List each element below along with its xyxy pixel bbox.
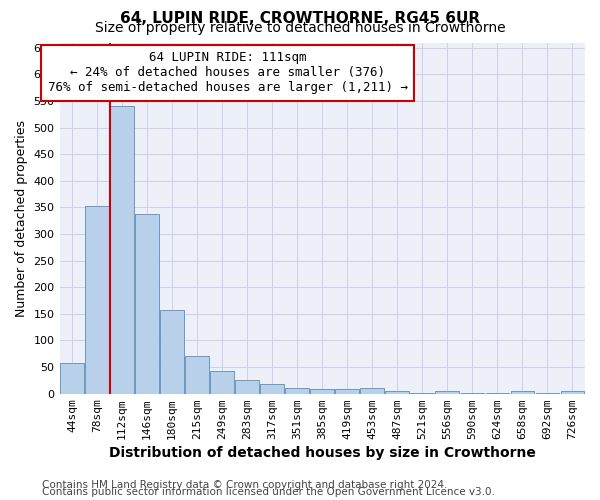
Bar: [210, 372, 234, 394]
Bar: [335, 390, 359, 394]
Bar: [560, 391, 584, 394]
Bar: [160, 310, 184, 394]
Text: Contains public sector information licensed under the Open Government Licence v3: Contains public sector information licen…: [42, 487, 495, 497]
Bar: [385, 391, 409, 394]
Bar: [461, 393, 484, 394]
Bar: [135, 214, 159, 394]
Text: Contains HM Land Registry data © Crown copyright and database right 2024.: Contains HM Land Registry data © Crown c…: [42, 480, 448, 490]
Bar: [511, 391, 535, 394]
Y-axis label: Number of detached properties: Number of detached properties: [15, 120, 28, 316]
Bar: [361, 388, 384, 394]
Text: Size of property relative to detached houses in Crowthorne: Size of property relative to detached ho…: [95, 21, 505, 35]
Bar: [286, 388, 309, 394]
Bar: [485, 393, 509, 394]
Bar: [110, 106, 134, 394]
Bar: [185, 356, 209, 394]
X-axis label: Distribution of detached houses by size in Crowthorne: Distribution of detached houses by size …: [109, 446, 536, 460]
Bar: [85, 206, 109, 394]
Bar: [536, 393, 559, 394]
Bar: [436, 391, 459, 394]
Text: 64 LUPIN RIDE: 111sqm
← 24% of detached houses are smaller (376)
76% of semi-det: 64 LUPIN RIDE: 111sqm ← 24% of detached …: [47, 52, 407, 94]
Bar: [310, 390, 334, 394]
Bar: [410, 393, 434, 394]
Bar: [235, 380, 259, 394]
Bar: [260, 384, 284, 394]
Text: 64, LUPIN RIDE, CROWTHORNE, RG45 6UR: 64, LUPIN RIDE, CROWTHORNE, RG45 6UR: [120, 11, 480, 26]
Bar: [60, 363, 84, 394]
